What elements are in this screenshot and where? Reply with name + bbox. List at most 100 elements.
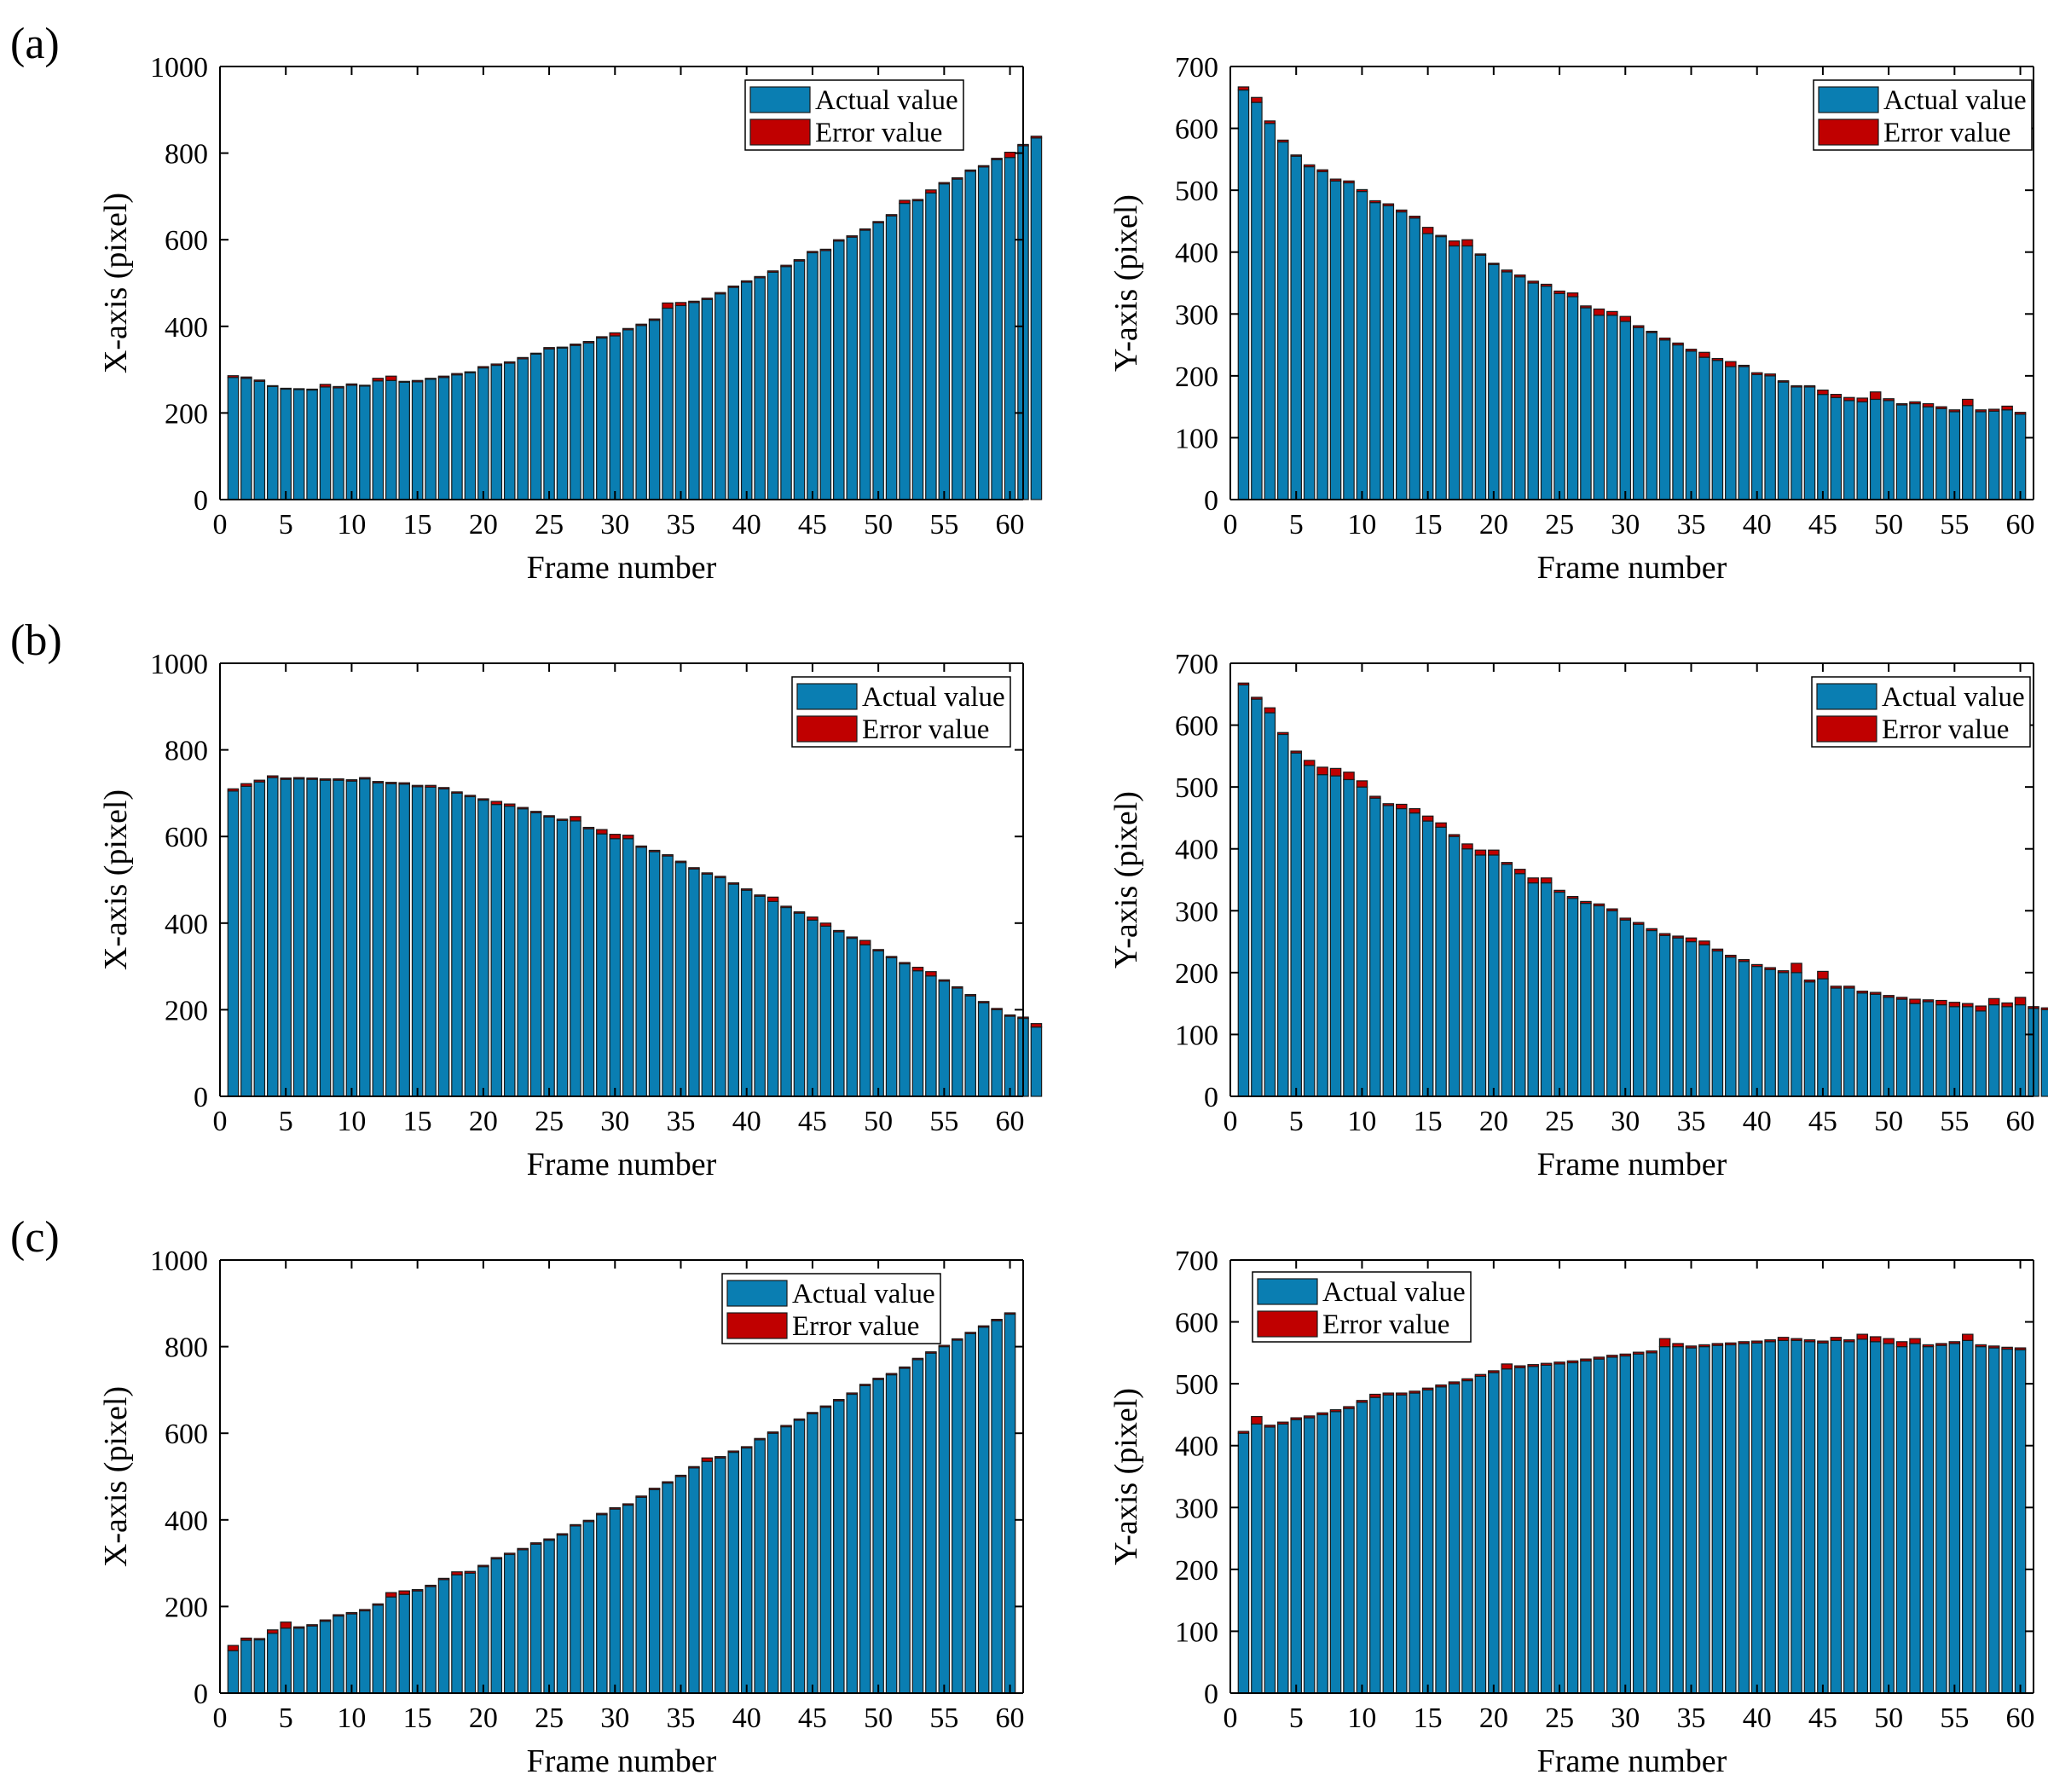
bar-actual [1909,1343,1921,1694]
bar-actual [451,792,463,1097]
bar-actual [319,779,332,1097]
bar-error [1672,342,1684,346]
bar-error [925,1351,937,1354]
bar-error [2001,1002,2013,1008]
bar-actual [1895,1345,1908,1694]
bar-error [333,778,344,781]
bar-actual [859,229,871,500]
bar-actual [1566,898,1579,1097]
bar-actual [266,777,279,1097]
bar-actual [1791,1339,1802,1694]
x-tick-label: 45 [1808,1106,1837,1137]
bar-actual [846,236,859,500]
bar-actual [464,372,477,500]
bar-actual [240,378,252,500]
bar-actual [292,778,305,1097]
bar-actual [570,1525,581,1694]
bar-actual [964,1332,977,1694]
bar-actual [714,876,726,1097]
bar-actual [477,1566,489,1694]
y-tick-label: 600 [165,822,208,853]
bar-actual [345,780,358,1097]
bar-error [1513,1365,1526,1368]
bar-error [754,894,766,897]
x-tick-label: 10 [1347,1702,1376,1734]
bar-error [451,373,463,376]
bar-actual [1658,339,1671,500]
bar-actual [1750,373,1763,500]
bar-error [596,829,608,835]
bar-actual [2040,1009,2048,1097]
y-tick-label: 100 [1175,1020,1218,1051]
bar-error [1685,349,1698,352]
bar-actual [411,786,424,1097]
bar-actual [622,1504,634,1694]
bar-actual [543,348,555,500]
bar-actual [807,919,819,1097]
bar-error [833,1398,845,1402]
bar-error [1303,760,1316,766]
bar-actual [1646,929,1657,1097]
bar-error [477,1564,489,1568]
y-tick-label: 500 [1175,176,1218,207]
bar-error [1619,315,1632,322]
legend-label-actual: Actual value [815,85,958,116]
x-tick-label: 45 [798,1702,827,1734]
y-tick-label: 100 [1175,1616,1218,1648]
bar-error [1264,1425,1276,1428]
bar-error [306,777,318,780]
bar-error [1922,1344,1935,1348]
bar-actual [1251,101,1263,500]
bar-actual [1527,1366,1539,1694]
x-tick-label: 45 [798,509,827,540]
bar-error [2014,412,2027,415]
chart-2: 0 5 10 15 20 25 30 35 40 45 50 55 600100200300400500… [1108,52,2035,586]
bar-error [899,962,911,965]
bar-actual [925,192,937,500]
bar-error [1540,877,1553,884]
bar-actual [754,895,766,1097]
bar-actual [1817,978,1829,1097]
legend-label-actual: Actual value [1883,85,2027,116]
y-axis-title: X-axis (pixel) [98,193,134,373]
x-tick-label: 15 [1414,509,1443,540]
bar-error [1619,1353,1632,1357]
bar-actual [899,1367,911,1694]
legend-swatch-actual [1818,86,1879,113]
legend-label-error: Error value [815,118,942,148]
bar-error [319,778,332,781]
bar-error [1276,139,1289,143]
bar-error [1738,364,1750,367]
bar-actual [727,286,740,500]
bar-actual [1540,882,1553,1097]
bar-actual [674,1476,687,1694]
bar-error [1303,1415,1316,1419]
bar-actual [1580,307,1592,500]
bar-error [359,777,371,780]
bar-error [780,1425,792,1428]
bar-error [688,300,700,303]
bar-error [1329,767,1342,777]
bar-error [1869,991,1882,995]
bar-error [1935,406,1947,409]
bar-error [1264,120,1276,124]
bar-error [1553,889,1565,893]
bar-error [503,361,516,364]
bar-error [333,1614,344,1617]
bar-error [727,285,740,288]
bar-error [609,1506,622,1510]
x-tick-label: 0 [213,1106,228,1137]
bar-actual [1461,848,1473,1097]
bar-error [1566,292,1579,298]
bar-error [1004,1014,1016,1017]
bar-error [1382,803,1395,806]
bar-error [227,1645,240,1651]
bar-actual [754,1439,766,1694]
bar-error [306,1624,318,1627]
bar-actual [952,987,963,1097]
x-axis-title: Frame number [1537,550,1727,586]
bar-error [1593,308,1605,316]
bar-error [1685,1345,1698,1349]
bar-error [674,302,687,307]
bar-error [872,949,884,951]
